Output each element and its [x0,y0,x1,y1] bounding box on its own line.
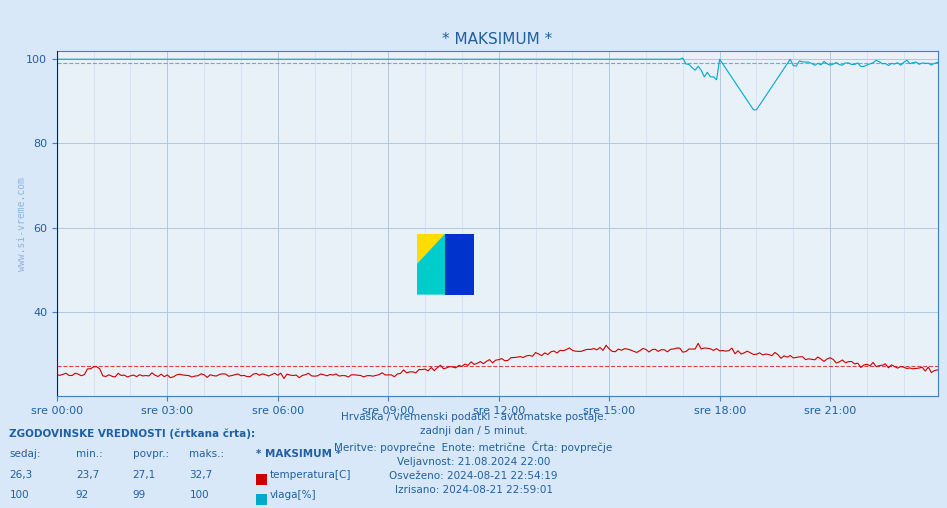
Polygon shape [445,234,474,295]
Text: min.:: min.: [76,449,102,459]
Text: 100: 100 [189,490,209,500]
Polygon shape [417,234,445,295]
Text: temperatura[C]: temperatura[C] [270,469,351,480]
Text: 23,7: 23,7 [76,469,99,480]
Text: povpr.:: povpr.: [133,449,169,459]
Text: www.si-vreme.com: www.si-vreme.com [17,176,27,271]
Text: 92: 92 [76,490,89,500]
Text: 32,7: 32,7 [189,469,213,480]
Text: sedaj:: sedaj: [9,449,41,459]
Text: vlaga[%]: vlaga[%] [270,490,316,500]
Text: 26,3: 26,3 [9,469,33,480]
Text: maks.:: maks.: [189,449,224,459]
Text: ZGODOVINSKE VREDNOSTI (črtkana črta):: ZGODOVINSKE VREDNOSTI (črtkana črta): [9,428,256,439]
Text: * MAKSIMUM *: * MAKSIMUM * [256,449,341,459]
Text: 99: 99 [133,490,146,500]
Text: 100: 100 [9,490,29,500]
Title: * MAKSIMUM *: * MAKSIMUM * [442,32,552,47]
Polygon shape [417,234,445,264]
Text: 27,1: 27,1 [133,469,156,480]
Text: Hrvaška / vremenski podatki - avtomatske postaje.
zadnji dan / 5 minut.
Meritve:: Hrvaška / vremenski podatki - avtomatske… [334,411,613,495]
